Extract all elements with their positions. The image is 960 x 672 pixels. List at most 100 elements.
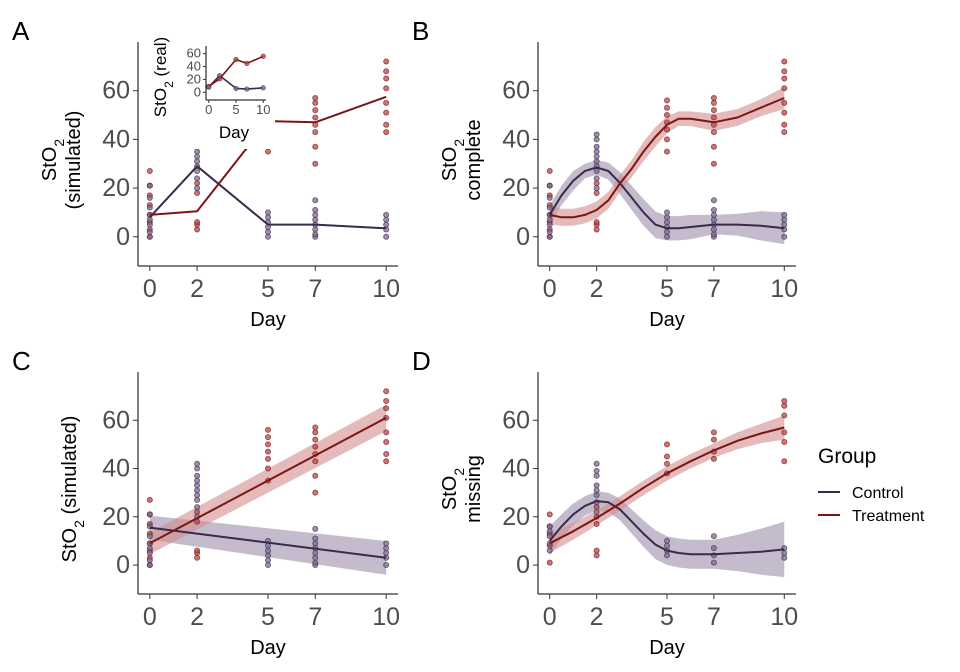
data-point-treatment: [710, 95, 717, 102]
text-span: StO: [439, 147, 461, 181]
x-tick-label: 5: [261, 275, 275, 303]
x-tick-label: 7: [308, 275, 322, 303]
data-point-control: [264, 214, 271, 221]
data-point-treatment: [710, 107, 717, 114]
data-point-treatment: [781, 58, 788, 65]
data-point-treatment: [383, 438, 390, 445]
y-tick-label: 40: [102, 125, 130, 153]
data-point-control: [194, 148, 201, 155]
data-point-treatment: [194, 547, 201, 554]
data-point-treatment: [593, 180, 600, 187]
data-point-control: [710, 211, 717, 218]
data-point-control: [593, 482, 600, 489]
x-tick-label: 0: [205, 102, 212, 117]
data-point-control: [664, 214, 671, 221]
data-point-control: [264, 552, 271, 559]
data-point-treatment: [710, 114, 717, 121]
y-tick-label: 60: [187, 46, 201, 61]
data-point-control: [593, 148, 600, 155]
data-point-treatment: [781, 397, 788, 404]
data-point-control: [546, 216, 553, 223]
data-point-control: [194, 482, 201, 489]
data-point-control: [781, 233, 788, 240]
data-point-treatment: [194, 189, 201, 196]
data-point-treatment: [312, 472, 319, 479]
data-point-treatment: [312, 443, 319, 450]
data-point-treatment: [664, 126, 671, 133]
data-point-control: [264, 209, 271, 216]
data-point-treatment: [312, 114, 319, 121]
data-point-control: [383, 540, 390, 547]
x-axis-title: Day: [250, 309, 286, 331]
data-point-treatment: [664, 112, 671, 119]
data-point-control: [194, 185, 201, 192]
text-span: missing: [463, 455, 485, 523]
data-point-control: [194, 487, 201, 494]
data-point-treatment: [781, 109, 788, 116]
data-point-control: [546, 523, 553, 530]
data-point-control: [146, 545, 153, 552]
data-point-treatment: [383, 458, 390, 465]
text-span: complete: [463, 119, 485, 200]
series-line-control: [548, 166, 785, 230]
y-axis-title: StO2 (simulated): [59, 416, 87, 563]
series-line-control: [149, 526, 387, 559]
data-point-control: [146, 511, 153, 518]
series-line-control: [548, 500, 785, 556]
x-tick-label: 10: [256, 102, 270, 117]
data-point-treatment: [312, 489, 319, 496]
x-tick-label: 0: [543, 275, 557, 303]
data-point-treatment: [383, 75, 390, 82]
data-point-control: [593, 168, 600, 175]
data-point-treatment: [383, 58, 390, 65]
data-point-treatment: [383, 99, 390, 106]
y-tick-label: 40: [502, 125, 530, 153]
data-point-control: [264, 562, 271, 569]
data-point-treatment: [312, 129, 319, 136]
data-point-treatment: [264, 448, 271, 455]
y-tick-label: 20: [187, 71, 201, 86]
y-tick-label: 0: [516, 223, 530, 251]
data-point-treatment: [781, 438, 788, 445]
x-tick-label: 2: [590, 603, 604, 631]
data-point-control: [664, 209, 671, 216]
data-point-treatment: [194, 180, 201, 187]
data-point-control: [194, 153, 201, 160]
data-point-control: [264, 557, 271, 564]
data-point-treatment: [781, 429, 788, 436]
data-point-control: [383, 549, 390, 556]
data-point-control: [593, 136, 600, 143]
data-point-control: [146, 228, 153, 235]
data-point-control: [710, 533, 717, 540]
data-point-treatment: [194, 508, 201, 515]
data-point-treatment: [312, 107, 319, 114]
x-tick-label: 2: [190, 275, 204, 303]
y-tick-label: 40: [502, 455, 530, 483]
data-point-control: [146, 562, 153, 569]
data-point-treatment: [664, 148, 671, 155]
data-point-control: [781, 216, 788, 223]
x-axis-title: Day: [250, 637, 286, 659]
series-line-treatment: [549, 426, 785, 545]
data-point-control: [194, 460, 201, 467]
data-point-control: [217, 72, 223, 79]
y-tick-label: 0: [116, 551, 130, 579]
ci-band-control: [549, 160, 785, 245]
data-point-control: [146, 549, 153, 556]
data-point-control: [593, 487, 600, 494]
y-axis-title-line: StO2: [439, 139, 467, 181]
data-point-treatment: [593, 521, 600, 528]
y-tick-label: 60: [102, 77, 130, 105]
y-axis-title-line: StO2 (real): [151, 37, 176, 117]
data-point-treatment: [383, 121, 390, 128]
data-point-control: [244, 86, 250, 92]
data-point-treatment: [593, 504, 600, 511]
data-point-control: [546, 204, 553, 211]
data-point-control: [781, 221, 788, 228]
data-point-control: [146, 194, 153, 201]
data-point-control: [546, 528, 553, 535]
ci-band-control: [549, 491, 785, 578]
